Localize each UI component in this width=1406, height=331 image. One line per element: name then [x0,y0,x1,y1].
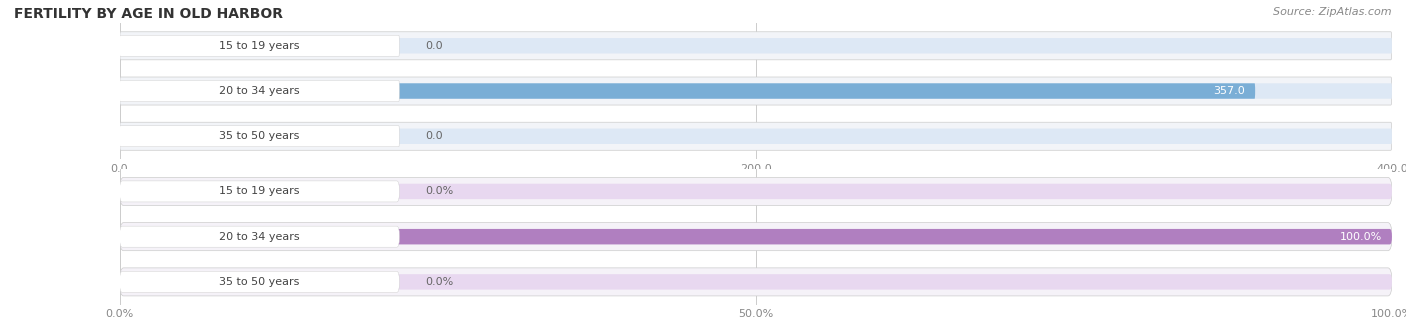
Text: 20 to 34 years: 20 to 34 years [219,232,299,242]
FancyBboxPatch shape [120,80,399,102]
Text: 0.0%: 0.0% [425,277,453,287]
FancyBboxPatch shape [120,268,1392,296]
FancyBboxPatch shape [120,223,1392,251]
Text: 0.0: 0.0 [425,41,443,51]
Text: 0.0%: 0.0% [425,186,453,196]
FancyBboxPatch shape [120,184,1392,199]
FancyBboxPatch shape [120,226,399,247]
FancyBboxPatch shape [120,32,1392,60]
Text: 100.0%: 100.0% [1340,232,1382,242]
FancyBboxPatch shape [120,126,399,147]
Text: 15 to 19 years: 15 to 19 years [219,186,299,196]
FancyBboxPatch shape [120,122,1392,150]
FancyBboxPatch shape [120,274,1392,290]
Text: 0.0: 0.0 [425,131,443,141]
FancyBboxPatch shape [120,83,1392,99]
FancyBboxPatch shape [120,128,1392,144]
FancyBboxPatch shape [120,181,399,202]
Text: Source: ZipAtlas.com: Source: ZipAtlas.com [1274,7,1392,17]
Text: FERTILITY BY AGE IN OLD HARBOR: FERTILITY BY AGE IN OLD HARBOR [14,7,283,21]
FancyBboxPatch shape [120,38,1392,54]
Text: 35 to 50 years: 35 to 50 years [219,131,299,141]
FancyBboxPatch shape [120,177,1392,206]
Text: 357.0: 357.0 [1213,86,1244,96]
Text: 35 to 50 years: 35 to 50 years [219,277,299,287]
Text: 15 to 19 years: 15 to 19 years [219,41,299,51]
FancyBboxPatch shape [120,77,1392,105]
FancyBboxPatch shape [120,83,1256,99]
FancyBboxPatch shape [120,271,399,292]
FancyBboxPatch shape [120,35,399,56]
FancyBboxPatch shape [120,229,1392,244]
Text: 20 to 34 years: 20 to 34 years [219,86,299,96]
FancyBboxPatch shape [120,229,1392,244]
